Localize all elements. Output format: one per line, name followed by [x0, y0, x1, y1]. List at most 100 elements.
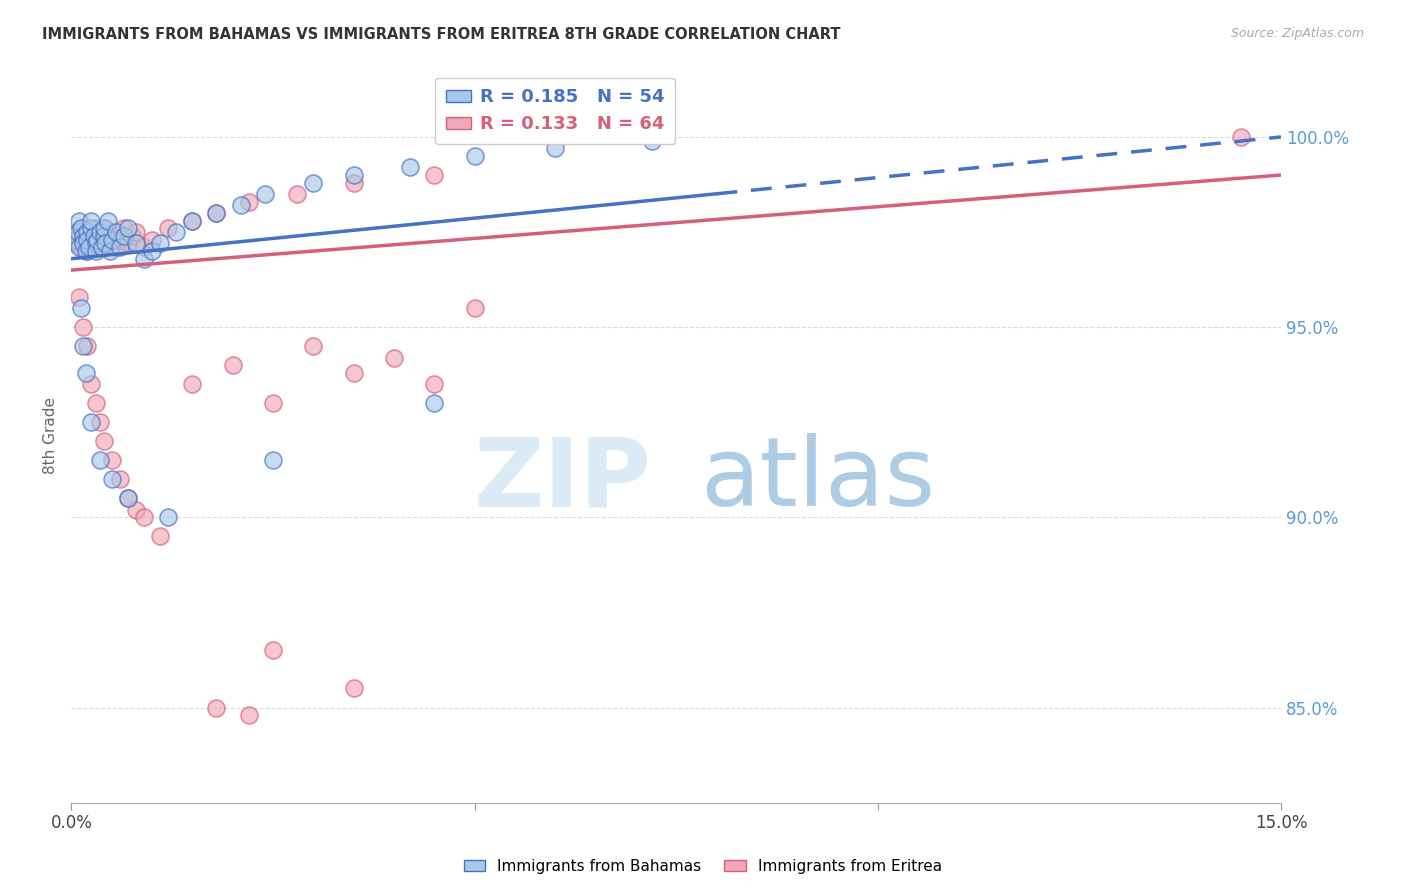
Point	[80, 213, 103, 227]
Point	[181, 213, 204, 227]
Point	[132, 240, 155, 254]
Point	[72, 236, 94, 251]
Legend: R = 0.185   N = 54, R = 0.133   N = 64: R = 0.185 N = 54, R = 0.133 N = 64	[434, 78, 675, 145]
Point	[83, 228, 105, 243]
Point	[108, 233, 131, 247]
Point	[72, 221, 94, 235]
Point	[89, 453, 111, 467]
Point	[221, 358, 243, 372]
Point	[89, 225, 111, 239]
Point	[77, 233, 100, 247]
Point	[94, 221, 117, 235]
Point	[132, 510, 155, 524]
Point	[75, 244, 97, 258]
Point	[70, 221, 93, 235]
Point	[76, 228, 98, 243]
Point	[302, 339, 325, 353]
Text: IMMIGRANTS FROM BAHAMAS VS IMMIGRANTS FROM ERITREA 8TH GRADE CORRELATION CHART: IMMIGRANTS FROM BAHAMAS VS IMMIGRANTS FR…	[42, 27, 841, 42]
Point	[100, 472, 122, 486]
Point	[423, 377, 446, 392]
Point	[342, 366, 364, 380]
Point	[80, 221, 103, 235]
Point	[181, 213, 204, 227]
Point	[67, 290, 90, 304]
Point	[98, 244, 121, 258]
Point	[112, 228, 135, 243]
Point	[72, 228, 94, 243]
Point	[66, 225, 89, 239]
Point	[121, 228, 143, 243]
Point	[67, 213, 90, 227]
Point	[464, 301, 486, 315]
Point	[238, 194, 260, 209]
Point	[157, 221, 180, 235]
Point	[205, 206, 228, 220]
Point	[83, 228, 105, 243]
Point	[76, 339, 98, 353]
Point	[342, 681, 364, 696]
Point	[72, 228, 94, 243]
Point	[108, 240, 131, 254]
Point	[89, 225, 111, 239]
Point	[70, 301, 93, 315]
Point	[93, 233, 115, 247]
Point	[84, 221, 107, 235]
Text: Source: ZipAtlas.com: Source: ZipAtlas.com	[1230, 27, 1364, 40]
Point	[97, 236, 120, 251]
Point	[205, 700, 228, 714]
Point	[104, 225, 127, 239]
Point	[91, 240, 114, 254]
Point	[149, 236, 172, 251]
Point	[399, 161, 422, 175]
Point	[91, 240, 114, 254]
Text: atlas: atlas	[700, 434, 935, 526]
Point	[157, 510, 180, 524]
Point	[117, 491, 139, 506]
Text: ZIP: ZIP	[474, 434, 652, 526]
Point	[141, 244, 163, 258]
Point	[382, 351, 405, 365]
Point	[70, 240, 93, 254]
Point	[67, 233, 90, 247]
Point	[132, 252, 155, 266]
Point	[112, 221, 135, 235]
Point	[76, 225, 98, 239]
Point	[94, 236, 117, 251]
Point	[97, 213, 120, 227]
Point	[165, 225, 187, 239]
Point	[93, 228, 115, 243]
Point	[84, 244, 107, 258]
Point	[262, 453, 284, 467]
Point	[285, 187, 308, 202]
Point	[125, 236, 148, 251]
Point	[72, 339, 94, 353]
Point	[80, 415, 103, 429]
Point	[100, 453, 122, 467]
Y-axis label: 8th Grade: 8th Grade	[44, 397, 58, 474]
Point	[262, 643, 284, 657]
Point	[423, 396, 446, 410]
Point	[75, 366, 97, 380]
Point	[80, 240, 103, 254]
Point	[544, 141, 567, 155]
Point	[84, 396, 107, 410]
Point	[342, 168, 364, 182]
Point	[205, 206, 228, 220]
Point	[80, 225, 103, 239]
Point	[423, 168, 446, 182]
Point	[76, 233, 98, 247]
Point	[86, 233, 108, 247]
Point	[80, 377, 103, 392]
Point	[125, 225, 148, 239]
Point	[100, 233, 122, 247]
Point	[117, 491, 139, 506]
Point	[229, 198, 252, 212]
Point	[117, 236, 139, 251]
Point	[181, 377, 204, 392]
Point	[641, 134, 664, 148]
Point	[98, 228, 121, 243]
Point	[77, 240, 100, 254]
Point	[93, 434, 115, 449]
Point	[66, 225, 89, 239]
Point	[93, 221, 115, 235]
